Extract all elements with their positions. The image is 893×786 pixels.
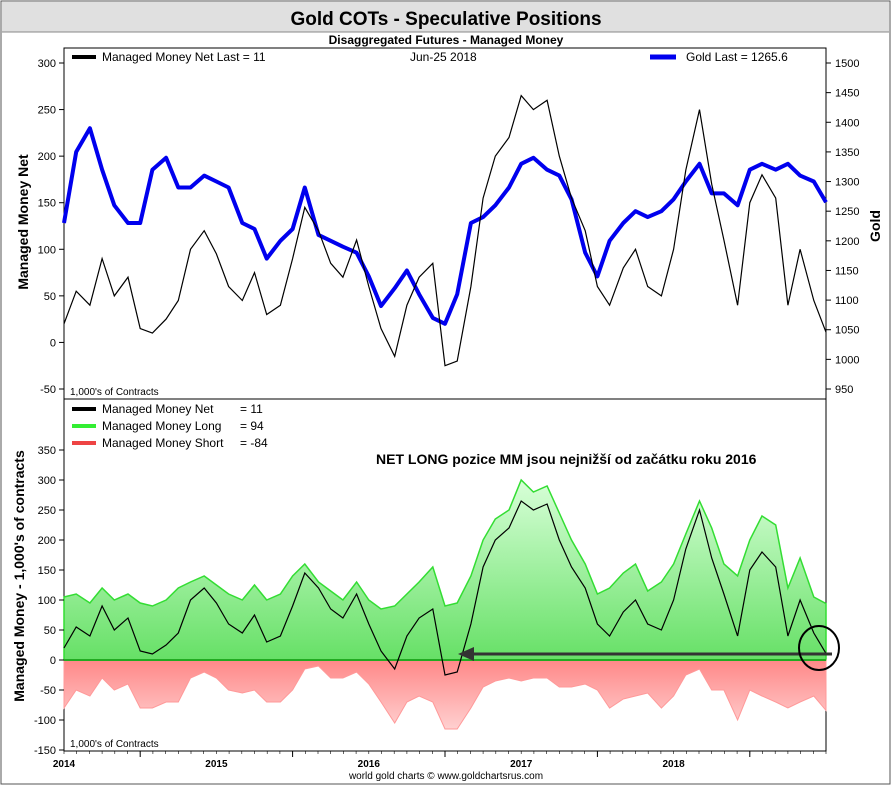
chart-subtitle: Disaggregated Futures - Managed Money [329, 33, 564, 47]
bottom-ytick-label: 250 [38, 505, 56, 517]
bottom-ytick-label: 0 [50, 655, 56, 667]
legend-long-label: Managed Money Long [102, 419, 221, 433]
top-units-note: 1,000's of Contracts [70, 387, 159, 398]
top-y2tick-label: 1150 [835, 265, 859, 277]
top-series [62, 94, 828, 367]
xtick-label: 2018 [662, 759, 685, 770]
top-y2tick-label: 1200 [835, 236, 859, 248]
chart-title: Gold COTs - Speculative Positions [290, 9, 601, 30]
managed-money-net-line-top [63, 94, 827, 367]
top-ytick-label: 300 [38, 58, 56, 70]
top-ytick-label: -50 [40, 384, 56, 396]
bottom-left-axis: -150 -100 -50 0 50 100 150 200 250 300 350 [34, 445, 64, 757]
annotation-arrow-head [458, 647, 474, 661]
top-y2tick-label: 1250 [835, 206, 859, 218]
top-y2tick-label: 1300 [835, 177, 859, 189]
top-ytick-label: 150 [38, 198, 56, 210]
bottom-ytick-label: 50 [44, 625, 56, 637]
top-left-axis: -50 0 50 100 150 200 250 300 [38, 58, 64, 396]
top-ytick-label: 0 [50, 337, 56, 349]
bottom-ytick-label: 350 [38, 445, 56, 457]
top-y2tick-label: 1500 [835, 58, 859, 70]
managed-money-net-line-bottom [63, 500, 827, 676]
top-y-label: Managed Money Net [15, 154, 31, 290]
top-y2tick-label: 950 [835, 384, 853, 396]
top-ytick-label: 200 [38, 151, 56, 163]
gold-price-line [62, 126, 828, 326]
legend-net-label-top: Managed Money Net Last = 11 [102, 50, 266, 64]
bottom-ytick-label: -50 [40, 685, 56, 697]
bottom-ytick-label: -100 [34, 715, 56, 727]
x-axis: 2014 2015 2016 2017 2018 [53, 750, 827, 770]
legend-long-value: = 94 [240, 419, 264, 433]
legend-short-label: Managed Money Short [102, 436, 224, 450]
title-bar [2, 2, 889, 32]
legend-gold-label: Gold Last = 1265.6 [686, 50, 788, 64]
top-y2tick-label: 1450 [835, 88, 859, 100]
top-ytick-label: 50 [44, 291, 56, 303]
bottom-ytick-label: -150 [34, 745, 56, 757]
top-y2tick-label: 1100 [835, 295, 859, 307]
bottom-ytick-label: 300 [38, 475, 56, 487]
top-y2tick-label: 1000 [835, 354, 859, 366]
legend-short-value: = -84 [240, 436, 268, 450]
xtick-label: 2016 [358, 759, 381, 770]
top-y2tick-label: 1350 [835, 147, 859, 159]
top-ytick-label: 250 [38, 105, 56, 117]
legend-net-value: = 11 [240, 402, 263, 416]
bottom-units-note: 1,000's of Contracts [70, 739, 159, 750]
annotation-circle [798, 625, 840, 671]
bottom-ytick-label: 100 [38, 595, 56, 607]
annotation-text: NET LONG pozice MM jsou nejnižší od začá… [376, 451, 757, 467]
top-y2-label: Gold [867, 210, 883, 242]
legend-net-label: Managed Money Net [102, 402, 214, 416]
bottom-series [63, 500, 827, 676]
bottom-ytick-label: 150 [38, 565, 56, 577]
top-ytick-label: 100 [38, 244, 56, 256]
footer-credit: world gold charts © www.goldchartsrus.co… [348, 771, 543, 782]
bottom-ytick-label: 200 [38, 535, 56, 547]
xtick-label: 2015 [205, 759, 228, 770]
managed-money-short-area [63, 659, 827, 730]
top-y2tick-label: 1050 [835, 325, 859, 337]
xtick-label: 2014 [53, 759, 76, 770]
xtick-label: 2017 [510, 759, 533, 770]
top-right-axis: 950 1000 1050 1100 1150 1200 1250 1300 1350 1400 1… [826, 58, 859, 396]
top-panel [63, 47, 827, 400]
date-label: Jun-25 2018 [410, 50, 477, 64]
bottom-y-label: Managed Money - 1,000's of contracts [11, 450, 27, 702]
top-y2tick-label: 1400 [835, 117, 859, 129]
